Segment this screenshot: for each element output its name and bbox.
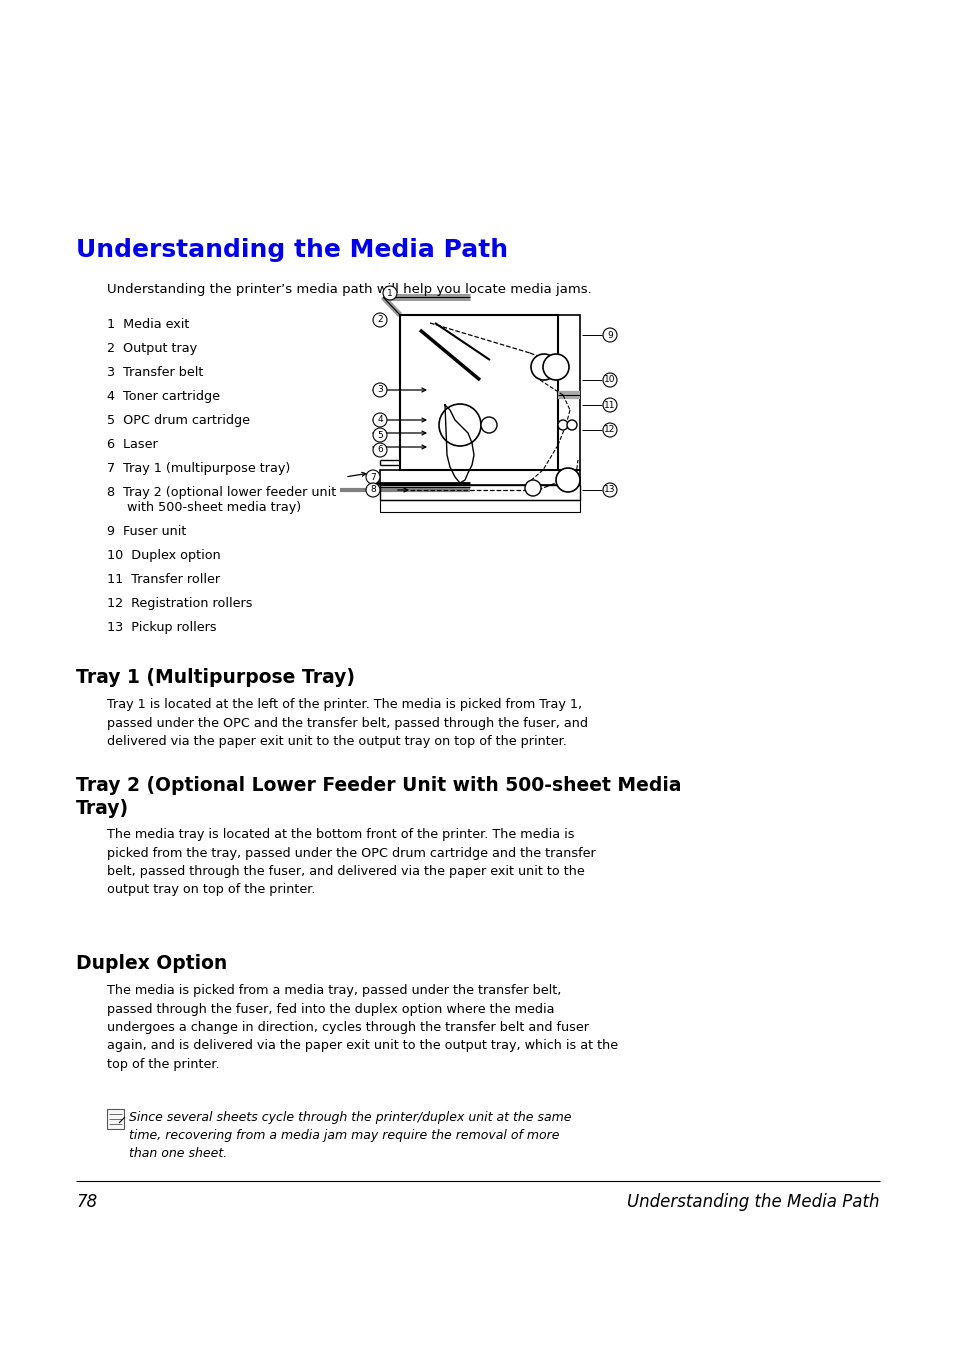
Circle shape [480, 417, 497, 434]
Text: Tray 1 (Multipurpose Tray): Tray 1 (Multipurpose Tray) [76, 667, 355, 688]
Text: 10: 10 [603, 376, 615, 385]
Circle shape [566, 420, 577, 430]
Circle shape [373, 428, 387, 442]
Text: 4: 4 [376, 416, 382, 424]
Circle shape [602, 399, 617, 412]
Circle shape [542, 354, 568, 380]
Circle shape [438, 404, 480, 446]
Text: 6  Laser: 6 Laser [107, 438, 157, 451]
Bar [107, 1109, 124, 1129]
Bar [399, 315, 558, 470]
Text: 5: 5 [376, 431, 382, 439]
Circle shape [366, 470, 379, 484]
Text: 78: 78 [76, 1193, 97, 1210]
Circle shape [373, 443, 387, 457]
Text: Duplex Option: Duplex Option [76, 954, 227, 973]
Text: 7  Tray 1 (multipurpose tray): 7 Tray 1 (multipurpose tray) [107, 462, 290, 476]
Text: 5  OPC drum cartridge: 5 OPC drum cartridge [107, 413, 250, 427]
Text: 12: 12 [603, 426, 615, 435]
Circle shape [602, 328, 617, 342]
Text: 13: 13 [603, 485, 615, 494]
Bar [379, 500, 579, 512]
Circle shape [373, 313, 387, 327]
Text: 4  Toner cartridge: 4 Toner cartridge [107, 390, 220, 403]
Text: 2: 2 [376, 316, 382, 324]
Circle shape [602, 423, 617, 436]
Bar [558, 315, 579, 470]
Text: 10  Duplex option: 10 Duplex option [107, 549, 220, 562]
Text: The media is picked from a media tray, passed under the transfer belt,
passed th: The media is picked from a media tray, p… [107, 984, 618, 1071]
Text: with 500-sheet media tray): with 500-sheet media tray) [107, 501, 301, 513]
Text: Tray 2 (Optional Lower Feeder Unit with 500-sheet Media
Tray): Tray 2 (Optional Lower Feeder Unit with … [76, 775, 680, 817]
Text: 7: 7 [370, 473, 375, 481]
Text: 9: 9 [606, 331, 612, 339]
Text: 8  Tray 2 (optional lower feeder unit: 8 Tray 2 (optional lower feeder unit [107, 486, 335, 499]
Text: 1  Media exit: 1 Media exit [107, 317, 190, 331]
Text: 11  Transfer roller: 11 Transfer roller [107, 573, 220, 586]
Text: 8: 8 [370, 485, 375, 494]
Text: Since several sheets cycle through the printer/duplex unit at the same
time, rec: Since several sheets cycle through the p… [129, 1111, 571, 1161]
Circle shape [602, 373, 617, 386]
Text: Tray 1 is located at the left of the printer. The media is picked from Tray 1,
p: Tray 1 is located at the left of the pri… [107, 698, 587, 748]
Text: 3: 3 [376, 385, 382, 394]
Text: 12  Registration rollers: 12 Registration rollers [107, 597, 253, 611]
Circle shape [602, 484, 617, 497]
Text: 9  Fuser unit: 9 Fuser unit [107, 526, 186, 538]
Text: 3  Transfer belt: 3 Transfer belt [107, 366, 203, 380]
Text: 13  Pickup rollers: 13 Pickup rollers [107, 621, 216, 634]
Circle shape [531, 354, 557, 380]
Text: 11: 11 [603, 400, 615, 409]
Circle shape [524, 480, 540, 496]
Bar [379, 470, 579, 485]
Text: The media tray is located at the bottom front of the printer. The media is
picke: The media tray is located at the bottom … [107, 828, 595, 897]
Text: 2  Output tray: 2 Output tray [107, 342, 197, 355]
Text: 1: 1 [387, 289, 393, 297]
Circle shape [382, 286, 396, 300]
Circle shape [366, 484, 379, 497]
Text: Understanding the printer’s media path will help you locate media jams.: Understanding the printer’s media path w… [107, 282, 591, 296]
Circle shape [373, 382, 387, 397]
Text: Understanding the Media Path: Understanding the Media Path [627, 1193, 879, 1210]
Bar [379, 485, 579, 500]
Circle shape [373, 413, 387, 427]
Circle shape [556, 467, 579, 492]
Circle shape [558, 420, 567, 430]
Text: Understanding the Media Path: Understanding the Media Path [76, 238, 508, 262]
Text: 6: 6 [376, 446, 382, 454]
